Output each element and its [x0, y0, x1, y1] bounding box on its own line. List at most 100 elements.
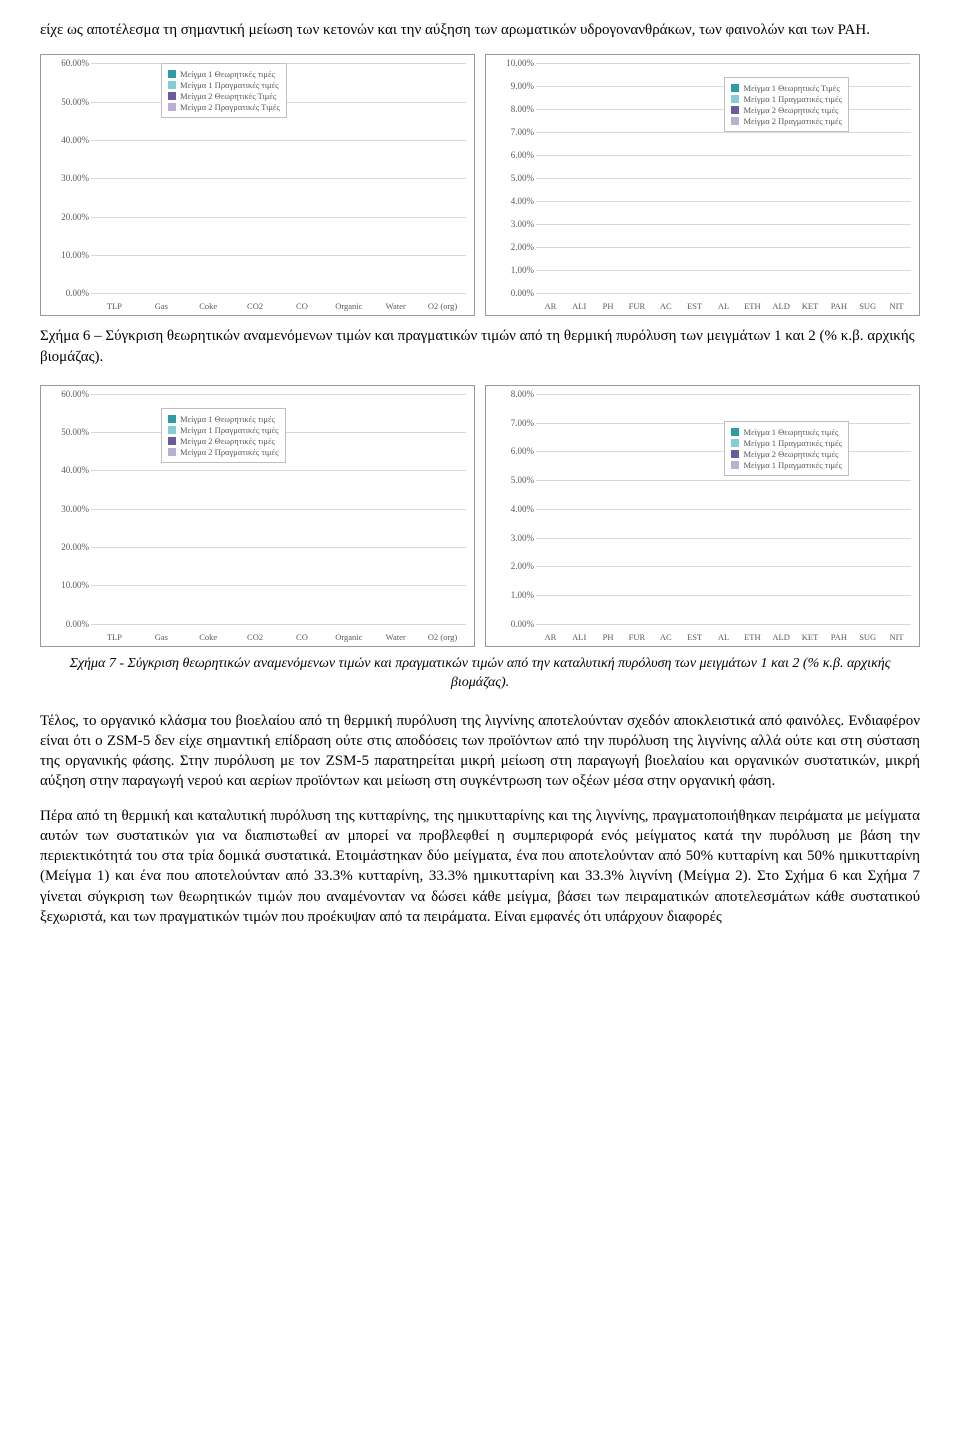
legend-item: Μείγμα 2 Θεωρητικές τιμές: [168, 436, 279, 446]
x-axis-label: SUG: [853, 301, 882, 311]
x-axis-label: Coke: [185, 301, 232, 311]
legend-label: Μείγμα 2 Πραγματικές τιμές: [180, 447, 279, 457]
x-axis-label: ALD: [767, 632, 796, 642]
x-axis-label: Water: [372, 632, 419, 642]
figure-6-charts: 0.00%10.00%20.00%30.00%40.00%50.00%60.00…: [40, 54, 920, 316]
x-axis-label: Organic: [325, 632, 372, 642]
legend-label: Μείγμα 1 Θεωρητικές τιμές: [743, 427, 838, 437]
y-axis-label: 60.00%: [61, 58, 89, 68]
y-axis-label: 30.00%: [61, 504, 89, 514]
legend-swatch: [168, 426, 176, 434]
grid-line: [91, 624, 466, 625]
x-axis-label: CO: [279, 632, 326, 642]
x-axis-label: SUG: [853, 632, 882, 642]
x-axis-label: EST: [680, 301, 709, 311]
legend-item: Μείγμα 1 Πραγματικές τιμές: [168, 80, 280, 90]
legend-swatch: [168, 70, 176, 78]
legend-swatch: [731, 84, 739, 92]
x-axis-label: EST: [680, 632, 709, 642]
x-axis-label: CO: [279, 301, 326, 311]
chart-legend: Μείγμα 1 Θεωρητικές τιμέςΜείγμα 1 Πραγμα…: [161, 408, 286, 463]
legend-label: Μείγμα 1 Πραγματικές τιμές: [743, 438, 842, 448]
x-axis-label: ALD: [767, 301, 796, 311]
legend-label: Μείγμα 2 Θεωρητικές τιμές: [180, 436, 275, 446]
x-axis-label: AR: [536, 632, 565, 642]
x-axis-label: Gas: [138, 301, 185, 311]
y-axis-label: 50.00%: [61, 97, 89, 107]
x-axis-label: FUR: [623, 632, 652, 642]
y-axis-label: 1.00%: [511, 590, 534, 600]
y-axis-label: 8.00%: [511, 104, 534, 114]
chart-legend: Μείγμα 1 Θεωρητικές τιμέςΜείγμα 1 Πραγμα…: [724, 421, 849, 476]
body-paragraph-3: Πέρα από τη θερμική και καταλυτική πυρόλ…: [40, 806, 920, 928]
y-axis-label: 10.00%: [61, 250, 89, 260]
y-axis-label: 20.00%: [61, 542, 89, 552]
y-axis-label: 30.00%: [61, 173, 89, 183]
y-axis-label: 1.00%: [511, 265, 534, 275]
y-axis-label: 2.00%: [511, 242, 534, 252]
legend-item: Μείγμα 2 Πραγματικές Τιμές: [168, 102, 280, 112]
legend-label: Μείγμα 1 Θεωρητικές Τιμές: [743, 83, 839, 93]
legend-label: Μείγμα 1 Πραγματικές τιμές: [180, 425, 279, 435]
legend-swatch: [731, 106, 739, 114]
x-axis-labels: TLPGasCokeCO2COOrganicWaterO2 (org): [91, 301, 466, 311]
legend-item: Μείγμα 1 Πραγματικές τιμές: [168, 425, 279, 435]
chart-7-left: 0.00%10.00%20.00%30.00%40.00%50.00%60.00…: [40, 385, 475, 647]
figure-7-charts: 0.00%10.00%20.00%30.00%40.00%50.00%60.00…: [40, 385, 920, 647]
legend-swatch: [168, 415, 176, 423]
legend-item: Μείγμα 2 Θεωρητικές Τιμές: [168, 91, 280, 101]
grid-line: [536, 293, 911, 294]
x-axis-label: ETH: [738, 301, 767, 311]
y-axis-label: 10.00%: [61, 580, 89, 590]
chart-legend: Μείγμα 1 Θεωρητικές τιμέςΜείγμα 1 Πραγμα…: [161, 63, 287, 118]
legend-swatch: [731, 439, 739, 447]
x-axis-label: CO2: [232, 301, 279, 311]
y-axis-label: 40.00%: [61, 135, 89, 145]
legend-item: Μείγμα 1 Θεωρητικές τιμές: [731, 427, 842, 437]
x-axis-label: PH: [594, 301, 623, 311]
y-axis-label: 2.00%: [511, 561, 534, 571]
legend-swatch: [731, 95, 739, 103]
legend-item: Μείγμα 1 Θεωρητικές τιμές: [168, 69, 280, 79]
grid-line: [536, 624, 911, 625]
x-axis-label: ALI: [565, 632, 594, 642]
x-axis-label: Gas: [138, 632, 185, 642]
y-axis-label: 5.00%: [511, 173, 534, 183]
x-axis-label: ETH: [738, 632, 767, 642]
x-axis-label: NIT: [882, 301, 911, 311]
y-axis-label: 7.00%: [511, 127, 534, 137]
x-axis-label: TLP: [91, 301, 138, 311]
x-axis-label: CO2: [232, 632, 279, 642]
y-axis-label: 0.00%: [66, 288, 89, 298]
x-axis-label: PAH: [824, 301, 853, 311]
y-axis-label: 7.00%: [511, 418, 534, 428]
x-axis-label: KET: [796, 632, 825, 642]
legend-label: Μείγμα 1 Πραγματικές τιμές: [743, 94, 842, 104]
x-axis-label: Organic: [325, 301, 372, 311]
legend-item: Μείγμα 1 Πραγματικές τιμές: [731, 460, 842, 470]
y-axis-label: 10.00%: [506, 58, 534, 68]
y-axis-label: 6.00%: [511, 150, 534, 160]
legend-label: Μείγμα 2 Πραγματικές Τιμές: [180, 102, 280, 112]
chart-legend: Μείγμα 1 Θεωρητικές ΤιμέςΜείγμα 1 Πραγμα…: [724, 77, 849, 132]
x-axis-label: AL: [709, 632, 738, 642]
y-axis-label: 3.00%: [511, 533, 534, 543]
chart-7-right: 0.00%1.00%2.00%3.00%4.00%5.00%6.00%7.00%…: [485, 385, 920, 647]
x-axis-label: O2 (org): [419, 301, 466, 311]
legend-swatch: [168, 92, 176, 100]
legend-swatch: [731, 117, 739, 125]
y-axis-label: 5.00%: [511, 475, 534, 485]
x-axis-label: PAH: [824, 632, 853, 642]
figure-7-caption: Σχήμα 7 - Σύγκριση θεωρητικών αναμενόμεν…: [40, 655, 920, 693]
legend-swatch: [731, 450, 739, 458]
x-axis-label: NIT: [882, 632, 911, 642]
y-axis-label: 4.00%: [511, 196, 534, 206]
x-axis-label: AR: [536, 301, 565, 311]
legend-item: Μείγμα 1 Πραγματικές τιμές: [731, 438, 842, 448]
y-axis-label: 50.00%: [61, 427, 89, 437]
legend-swatch: [731, 428, 739, 436]
x-axis-label: O2 (org): [419, 632, 466, 642]
legend-label: Μείγμα 1 Πραγματικές τιμές: [743, 460, 842, 470]
x-axis-label: TLP: [91, 632, 138, 642]
legend-swatch: [168, 81, 176, 89]
